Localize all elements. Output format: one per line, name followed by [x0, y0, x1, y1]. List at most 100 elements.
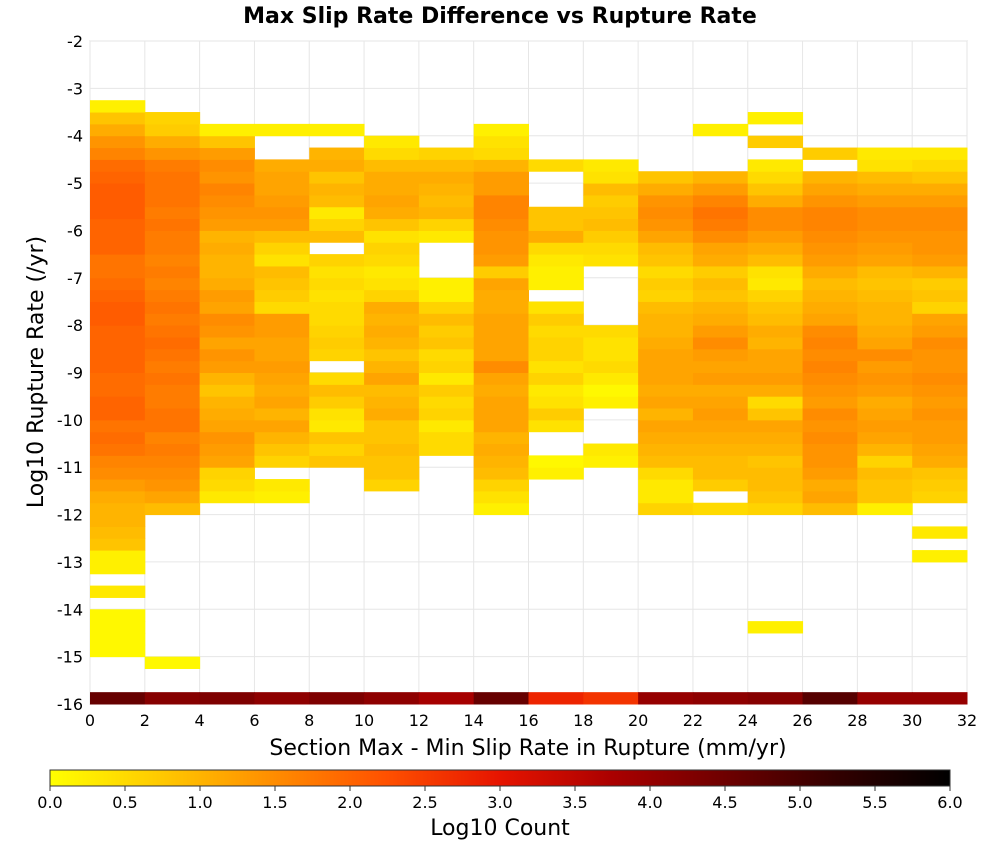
heatmap-cell [528, 218, 584, 231]
y-tick-label: -2 [67, 32, 83, 51]
heatmap-cell [90, 265, 146, 279]
heatmap-cell [638, 289, 694, 302]
heatmap-cell [199, 301, 255, 314]
heatmap-cell [473, 467, 529, 480]
heatmap-cell [583, 360, 639, 373]
heatmap-cell [638, 490, 694, 504]
heatmap-cell [912, 490, 968, 504]
heatmap-cell [857, 147, 913, 160]
heatmap-cell [199, 230, 255, 243]
heatmap-cell [692, 479, 749, 492]
heatmap-cell [90, 632, 146, 646]
heatmap-cell [418, 372, 475, 385]
heatmap-cell [254, 396, 310, 409]
heatmap-cell [912, 408, 968, 421]
heatmap-cell [912, 242, 968, 255]
heatmap-cell [309, 147, 365, 160]
y-tick-label: -12 [57, 506, 83, 525]
heatmap-cell [309, 408, 365, 421]
y-axis-label: Log10 Rupture Rate (/yr) [24, 236, 49, 508]
colorbar-tick-label: 0.0 [37, 793, 62, 812]
heatmap-cell [857, 218, 913, 231]
heatmap-cell [309, 313, 365, 326]
heatmap-cell [912, 443, 968, 456]
heatmap-cell [912, 218, 968, 231]
heatmap-cell [144, 408, 201, 421]
heatmap-cell [144, 183, 201, 196]
heatmap-cell [912, 159, 968, 172]
heatmap-cell [199, 171, 255, 184]
heatmap-cell [638, 242, 694, 255]
heatmap-cell [747, 336, 804, 350]
heatmap-cell [90, 490, 146, 504]
heatmap-cell [747, 467, 804, 480]
heatmap-cell [473, 384, 529, 397]
heatmap-cell [364, 419, 420, 433]
heatmap-cell [418, 336, 475, 350]
heatmap-cell [364, 443, 420, 456]
heatmap-cell [199, 159, 255, 172]
heatmap-cell [364, 206, 420, 220]
heatmap-cell [473, 431, 529, 445]
heatmap-cell [638, 360, 694, 373]
heatmap-cell [857, 289, 913, 302]
colorbar-tick-label: 2.5 [412, 793, 437, 812]
heatmap-cell [912, 419, 968, 433]
heatmap-cell [857, 325, 913, 338]
heatmap-cell [747, 313, 804, 326]
heatmap-cell [747, 159, 804, 172]
heatmap-cell [528, 396, 584, 409]
heatmap-cell [692, 325, 749, 338]
heatmap-cell [90, 455, 146, 468]
x-tick-label: 18 [573, 711, 593, 730]
heatmap-cell [692, 277, 749, 291]
heatmap-cell [90, 479, 146, 492]
heatmap-cell [254, 301, 310, 314]
heatmap-cell [254, 194, 310, 208]
heatmap-cell [144, 194, 201, 208]
heatmap-cell [418, 206, 475, 220]
heatmap-cell [418, 692, 475, 705]
heatmap-cell [364, 194, 420, 208]
heatmap-cell [638, 396, 694, 409]
x-tick-label: 28 [847, 711, 867, 730]
heatmap-cell [309, 230, 365, 243]
heatmap-cell [90, 419, 146, 433]
heatmap-cell [638, 325, 694, 338]
heatmap-cell [144, 467, 201, 480]
heatmap-cell [90, 348, 146, 362]
heatmap-cell [199, 206, 255, 220]
heatmap-cell [199, 479, 255, 492]
heatmap-cell [747, 396, 804, 409]
colorbar-ticks: 0.0 0.5 1.0 1.5 2.0 2.5 3.0 3.5 4.0 4.5 5.0 5.5 6.0 [37, 786, 963, 812]
heatmap-cells [90, 100, 968, 705]
heatmap-cell [90, 313, 146, 326]
heatmap-cell [199, 218, 255, 231]
heatmap-cell [144, 112, 201, 125]
heatmap-cell [144, 431, 201, 445]
heatmap-cell [364, 479, 420, 492]
heatmap-cell [364, 265, 420, 279]
heatmap-cell [638, 692, 694, 705]
heatmap-cell [199, 242, 255, 255]
heatmap-cell [90, 289, 146, 302]
heatmap-cell [583, 443, 639, 456]
heatmap-cell [309, 419, 365, 433]
heatmap-cell [473, 325, 529, 338]
heatmap-cell [364, 431, 420, 445]
heatmap-cell [144, 419, 201, 433]
heatmap-cell [144, 455, 201, 468]
heatmap-cell [418, 348, 475, 362]
heatmap-cell [254, 183, 310, 196]
heatmap-cell [144, 159, 201, 172]
heatmap-cell [90, 408, 146, 421]
heatmap-cell [364, 396, 420, 409]
heatmap-cell [857, 396, 913, 409]
heatmap-cell [254, 230, 310, 243]
heatmap-cell [802, 218, 858, 231]
heatmap-cell [912, 289, 968, 302]
y-tick-label: -7 [67, 269, 83, 288]
x-axis-ticks: 0 2 4 6 8 10 12 14 16 18 20 22 24 26 28 30 32 [85, 711, 977, 730]
heatmap-cell [90, 431, 146, 445]
